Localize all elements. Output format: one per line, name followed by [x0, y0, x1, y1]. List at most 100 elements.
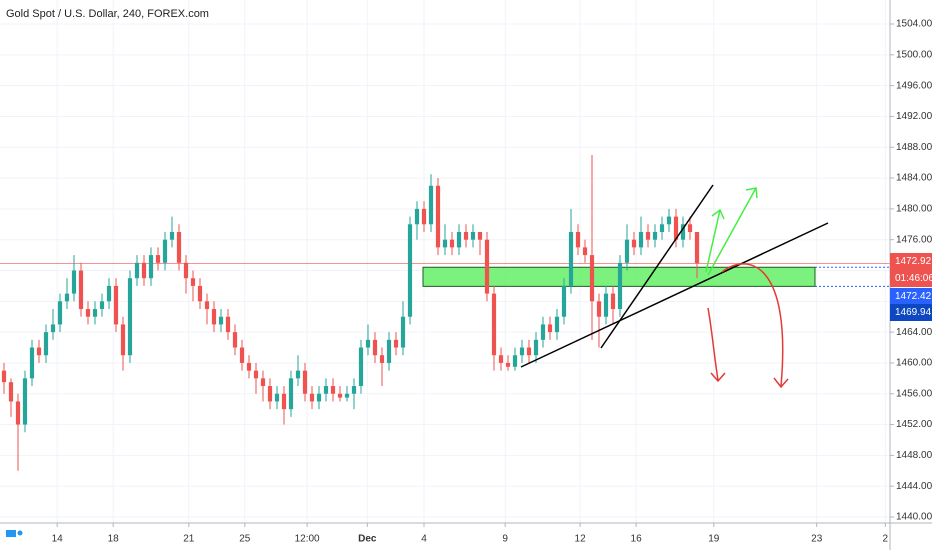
- x-tick-label: 12: [575, 534, 587, 545]
- candle-body: [694, 231, 700, 264]
- zone-top-tag: 1472.42: [895, 291, 932, 302]
- logo-mark: [17, 530, 23, 536]
- candle-body: [491, 293, 497, 356]
- candle-body: [393, 339, 399, 348]
- candle-body: [43, 332, 49, 356]
- candle-body: [281, 393, 287, 410]
- y-tick-label: 1480.00: [896, 204, 932, 215]
- candle-body: [1, 370, 7, 383]
- x-tick-label: 16: [631, 534, 643, 545]
- candle-body: [421, 208, 427, 225]
- candle-body: [106, 285, 112, 302]
- arrow: [705, 209, 721, 273]
- y-tick-label: 1488.00: [896, 142, 932, 153]
- candle-body: [631, 239, 637, 248]
- candle-body: [232, 332, 238, 348]
- candle-body: [190, 278, 196, 286]
- candle-body: [176, 231, 182, 263]
- candle-body: [316, 393, 322, 402]
- candle-body: [540, 324, 546, 340]
- y-tick-label: 1500.00: [896, 49, 932, 60]
- candle-body: [554, 316, 560, 333]
- candle-body: [603, 293, 609, 317]
- candle-body: [624, 239, 630, 263]
- candle-body: [582, 247, 588, 256]
- candle-body: [617, 262, 623, 310]
- trendline: [520, 222, 829, 368]
- labels: 1440.00 1444.00 1448.00 1452.00 1456.00 1460.…: [52, 19, 932, 545]
- x-tick-label: 21: [183, 534, 195, 545]
- x-tick-label: 4: [421, 534, 427, 545]
- candle-body: [15, 401, 21, 425]
- candle-body: [253, 370, 259, 379]
- y-tick-label: 1456.00: [896, 388, 932, 399]
- candle-body: [400, 316, 406, 348]
- y-tick-label: 1504.00: [896, 19, 932, 30]
- y-tick-label: 1452.00: [896, 419, 932, 430]
- candle-body: [169, 231, 175, 240]
- candle-body: [162, 239, 168, 263]
- y-tick-label: 1484.00: [896, 173, 932, 184]
- drawings: [520, 184, 829, 389]
- candle-body: [141, 262, 147, 279]
- candle-body: [435, 185, 441, 248]
- candle-body: [379, 355, 385, 363]
- y-tick-label: 1496.00: [896, 80, 932, 91]
- candle-body: [589, 255, 595, 302]
- candle-body: [225, 316, 231, 333]
- candle-body: [442, 239, 448, 248]
- countdown-tag-box: [890, 270, 932, 287]
- candle-body: [365, 339, 371, 348]
- candle-body: [99, 301, 105, 310]
- candle-body: [652, 231, 658, 240]
- candle-body: [92, 309, 98, 317]
- candle-body: [260, 378, 266, 387]
- x-tick-label: 18: [108, 534, 120, 545]
- candle-body: [120, 324, 126, 356]
- candle-body: [463, 231, 469, 240]
- candle-body: [309, 393, 315, 402]
- candle-body: [78, 270, 84, 310]
- last-price-tag-box: [890, 253, 932, 270]
- logo: [6, 530, 23, 537]
- y-tick-label: 1448.00: [896, 450, 932, 461]
- y-tick-label: 1444.00: [896, 481, 932, 492]
- candle-body: [498, 355, 504, 363]
- countdown-tag: 01:46:06: [895, 273, 932, 284]
- x-tick-label: 9: [502, 534, 508, 545]
- trendline: [600, 184, 714, 349]
- candle-body: [127, 278, 133, 356]
- x-tick-label: 2: [883, 534, 889, 545]
- candle-body: [680, 224, 686, 240]
- candle-body: [386, 339, 392, 363]
- candle-body: [57, 301, 63, 325]
- candle-body: [71, 270, 77, 294]
- zone-bottom-tag: 1469.94: [895, 307, 932, 318]
- candle-body: [113, 285, 119, 325]
- candle-body: [85, 309, 91, 317]
- candle-body: [218, 316, 224, 325]
- candle-body: [239, 347, 245, 363]
- candle-body: [372, 339, 378, 356]
- candle-body: [64, 293, 70, 302]
- candle-body: [568, 231, 574, 286]
- y-tick-label: 1460.00: [896, 358, 932, 369]
- candle-body: [29, 347, 35, 379]
- candle-body: [533, 339, 539, 356]
- candle-body: [288, 378, 294, 410]
- chart-title: Gold Spot / U.S. Dollar, 240, FOREX.com: [6, 8, 209, 20]
- candle-body: [547, 324, 553, 333]
- candle-body: [456, 231, 462, 248]
- candle-body: [323, 386, 329, 394]
- y-tick-label: 1464.00: [896, 327, 932, 338]
- candle-body: [561, 285, 567, 317]
- candle-body: [183, 262, 189, 279]
- candle-body: [22, 378, 28, 425]
- candle-body: [204, 301, 210, 310]
- candle-body: [351, 386, 357, 394]
- candle-body: [358, 347, 364, 387]
- candle-body: [526, 347, 532, 356]
- last-price-tag: 1472.92: [895, 256, 932, 267]
- candle-body: [666, 216, 672, 225]
- candle-body: [211, 309, 217, 325]
